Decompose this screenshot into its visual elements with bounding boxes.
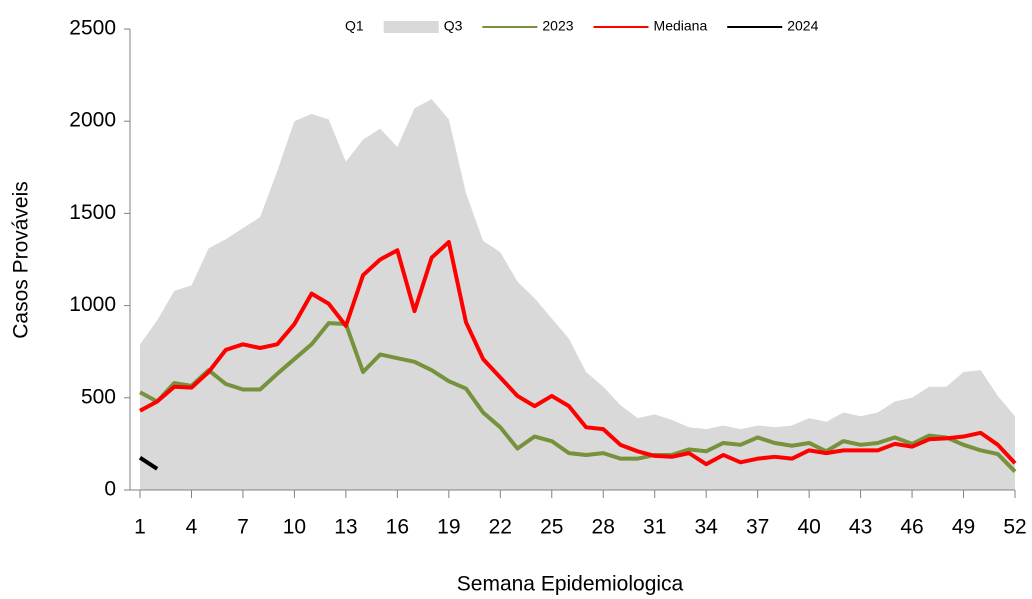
y-tick-label: 500 [81, 385, 116, 408]
y-tick-label: 2500 [69, 17, 116, 40]
legend-label: Q3 [444, 18, 463, 34]
x-tick-label: 25 [540, 516, 563, 539]
legend-label: Q1 [345, 18, 364, 34]
x-tick-label: 43 [849, 516, 872, 539]
x-tick-label: 34 [694, 516, 718, 539]
x-tick-label: 22 [489, 516, 512, 539]
y-axis-title: Casos Prováveis [10, 181, 33, 339]
legend-swatch [285, 21, 340, 33]
y-tick-label: 1000 [69, 293, 116, 316]
y-tick-label: 1500 [69, 201, 116, 224]
x-tick-label: 46 [900, 516, 923, 539]
x-tick-label: 13 [334, 516, 357, 539]
line [139, 321, 1017, 473]
area [140, 99, 1015, 491]
legend-swatch [383, 21, 439, 33]
y-tick-label: 0 [104, 478, 116, 501]
x-tick-label: 49 [952, 516, 975, 539]
legend-label: 2024 [787, 18, 818, 34]
x-tick-label: 16 [386, 516, 409, 539]
x-tick-label: 4 [186, 516, 198, 539]
x-tick-label: 52 [1003, 516, 1026, 539]
y-tick-label: 2000 [69, 109, 116, 132]
line [138, 456, 159, 471]
x-tick-label: 31 [643, 516, 666, 539]
x-tick-label: 37 [746, 516, 769, 539]
plot-area [138, 99, 1017, 491]
x-tick-label: 28 [592, 516, 615, 539]
x-tick-label: 40 [797, 516, 820, 539]
x-tick-label: 1 [134, 516, 146, 539]
line [139, 239, 1017, 467]
legend: Q1 Q3 2023 Mediana 2024 [285, 18, 819, 34]
legend-label: Mediana [654, 18, 708, 34]
x-tick-label: 19 [437, 516, 460, 539]
legend-label: 2023 [542, 18, 573, 34]
x-tick-label: 10 [283, 516, 306, 539]
x-axis-title: Semana Epidemiologica [457, 573, 684, 596]
x-tick-label: 7 [237, 516, 249, 539]
